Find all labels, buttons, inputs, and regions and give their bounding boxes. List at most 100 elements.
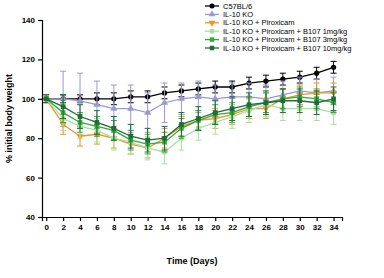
x-tick: 0 bbox=[44, 217, 49, 232]
error-bar-cap bbox=[314, 79, 320, 80]
error-bar-cap bbox=[331, 61, 337, 62]
marker bbox=[78, 114, 83, 119]
error-bar-cap bbox=[178, 112, 184, 113]
error-bar bbox=[162, 83, 168, 122]
legend-marker bbox=[210, 37, 214, 41]
x-tick-label: 30 bbox=[296, 223, 305, 232]
error-bar bbox=[263, 91, 269, 115]
y-tick-label: 80 bbox=[26, 134, 35, 143]
marker bbox=[213, 110, 218, 115]
marker bbox=[280, 76, 285, 81]
marker bbox=[212, 95, 219, 101]
error-bar-cap bbox=[229, 81, 235, 82]
marker bbox=[314, 100, 319, 105]
marker bbox=[145, 138, 150, 143]
error-bar-cap bbox=[263, 114, 269, 115]
y-tick-label: 40 bbox=[26, 213, 35, 222]
error-bar-cap bbox=[280, 73, 286, 74]
error-bar bbox=[162, 126, 168, 150]
error-bar-cap bbox=[331, 73, 337, 74]
error-bar-cap bbox=[314, 67, 320, 68]
error-bar-cap bbox=[331, 77, 337, 78]
error-bar bbox=[331, 61, 337, 73]
marker bbox=[44, 96, 49, 101]
error-bar-cap bbox=[128, 153, 134, 154]
marker bbox=[331, 65, 336, 70]
error-bar-cap bbox=[297, 112, 303, 113]
error-bar-cap bbox=[246, 122, 252, 123]
error-bar-cap bbox=[263, 118, 269, 119]
x-tick-mark bbox=[317, 217, 318, 221]
error-bar-cap bbox=[229, 120, 235, 121]
marker bbox=[162, 136, 167, 141]
marker bbox=[179, 122, 184, 127]
x-tick-label: 34 bbox=[330, 223, 339, 232]
error-bar-cap bbox=[280, 112, 286, 113]
error-bar-cap bbox=[128, 148, 134, 149]
x-tick: 24 bbox=[245, 217, 254, 232]
marker bbox=[76, 97, 83, 103]
marker bbox=[44, 96, 49, 101]
error-bar-cap bbox=[94, 136, 100, 137]
marker bbox=[61, 104, 66, 109]
x-tick: 22 bbox=[228, 217, 237, 232]
x-tick-mark bbox=[300, 217, 301, 221]
x-tick-mark bbox=[333, 217, 334, 221]
error-bar-cap bbox=[195, 140, 201, 141]
marker bbox=[95, 120, 100, 125]
error-bar-cap bbox=[280, 88, 286, 89]
y-tick-mark bbox=[38, 20, 42, 21]
error-bar bbox=[297, 89, 303, 113]
error-bar-cap bbox=[162, 163, 168, 164]
marker bbox=[178, 95, 185, 101]
y-tick-label: 100 bbox=[22, 95, 36, 104]
marker bbox=[128, 134, 133, 139]
y-axis: 40 60 80 100 120 140 bbox=[22, 16, 43, 222]
error-bar bbox=[145, 128, 151, 152]
marker bbox=[247, 102, 252, 107]
error-bar bbox=[60, 71, 66, 126]
error-bar bbox=[229, 83, 235, 111]
y-tick: 140 bbox=[22, 16, 42, 25]
legend-item: IL-10 KO + Piroxicam + B107 10mg/kg bbox=[205, 44, 351, 53]
error-bar-cap bbox=[297, 71, 303, 72]
error-bar-cap bbox=[162, 126, 168, 127]
x-tick-mark bbox=[232, 217, 233, 221]
marker bbox=[111, 126, 116, 131]
error-bar-cap bbox=[314, 114, 320, 115]
error-bar-cap bbox=[77, 132, 83, 133]
x-tick-mark bbox=[283, 217, 284, 221]
error-bar-cap bbox=[246, 116, 252, 117]
error-bar-cap bbox=[314, 90, 320, 91]
legend-marker bbox=[209, 3, 214, 8]
x-axis-line bbox=[43, 218, 343, 222]
error-bar-cap bbox=[162, 150, 168, 151]
x-tick-label: 0 bbox=[44, 223, 49, 232]
error-bar-cap bbox=[60, 71, 66, 72]
error-bar-cap bbox=[246, 116, 252, 117]
error-bar bbox=[111, 117, 117, 141]
error-bar-cap bbox=[331, 86, 337, 87]
marker bbox=[195, 93, 202, 99]
error-bar-cap bbox=[77, 128, 83, 129]
error-bar-cap bbox=[94, 110, 100, 111]
error-bar-cap bbox=[212, 81, 218, 82]
marker bbox=[93, 101, 100, 107]
plot-area bbox=[43, 61, 337, 163]
x-tick: 26 bbox=[262, 217, 271, 232]
x-tick-label: 28 bbox=[279, 223, 288, 232]
legend: C57BL/6IL-10 KOIL-10 KO + PiroxicamIL-10… bbox=[205, 2, 351, 53]
error-bar bbox=[280, 89, 286, 113]
y-tick: 120 bbox=[22, 55, 42, 64]
error-bar-cap bbox=[60, 118, 66, 119]
y-tick: 80 bbox=[26, 134, 42, 143]
error-bar-cap bbox=[77, 73, 83, 74]
error-bar bbox=[145, 93, 151, 132]
x-tick-label: 12 bbox=[144, 223, 153, 232]
error-bar-cap bbox=[212, 100, 218, 101]
error-bar bbox=[60, 95, 66, 119]
error-bar-cap bbox=[212, 134, 218, 135]
y-tick-label: 60 bbox=[26, 174, 35, 183]
error-bar-cap bbox=[263, 75, 269, 76]
error-bar bbox=[314, 67, 320, 79]
